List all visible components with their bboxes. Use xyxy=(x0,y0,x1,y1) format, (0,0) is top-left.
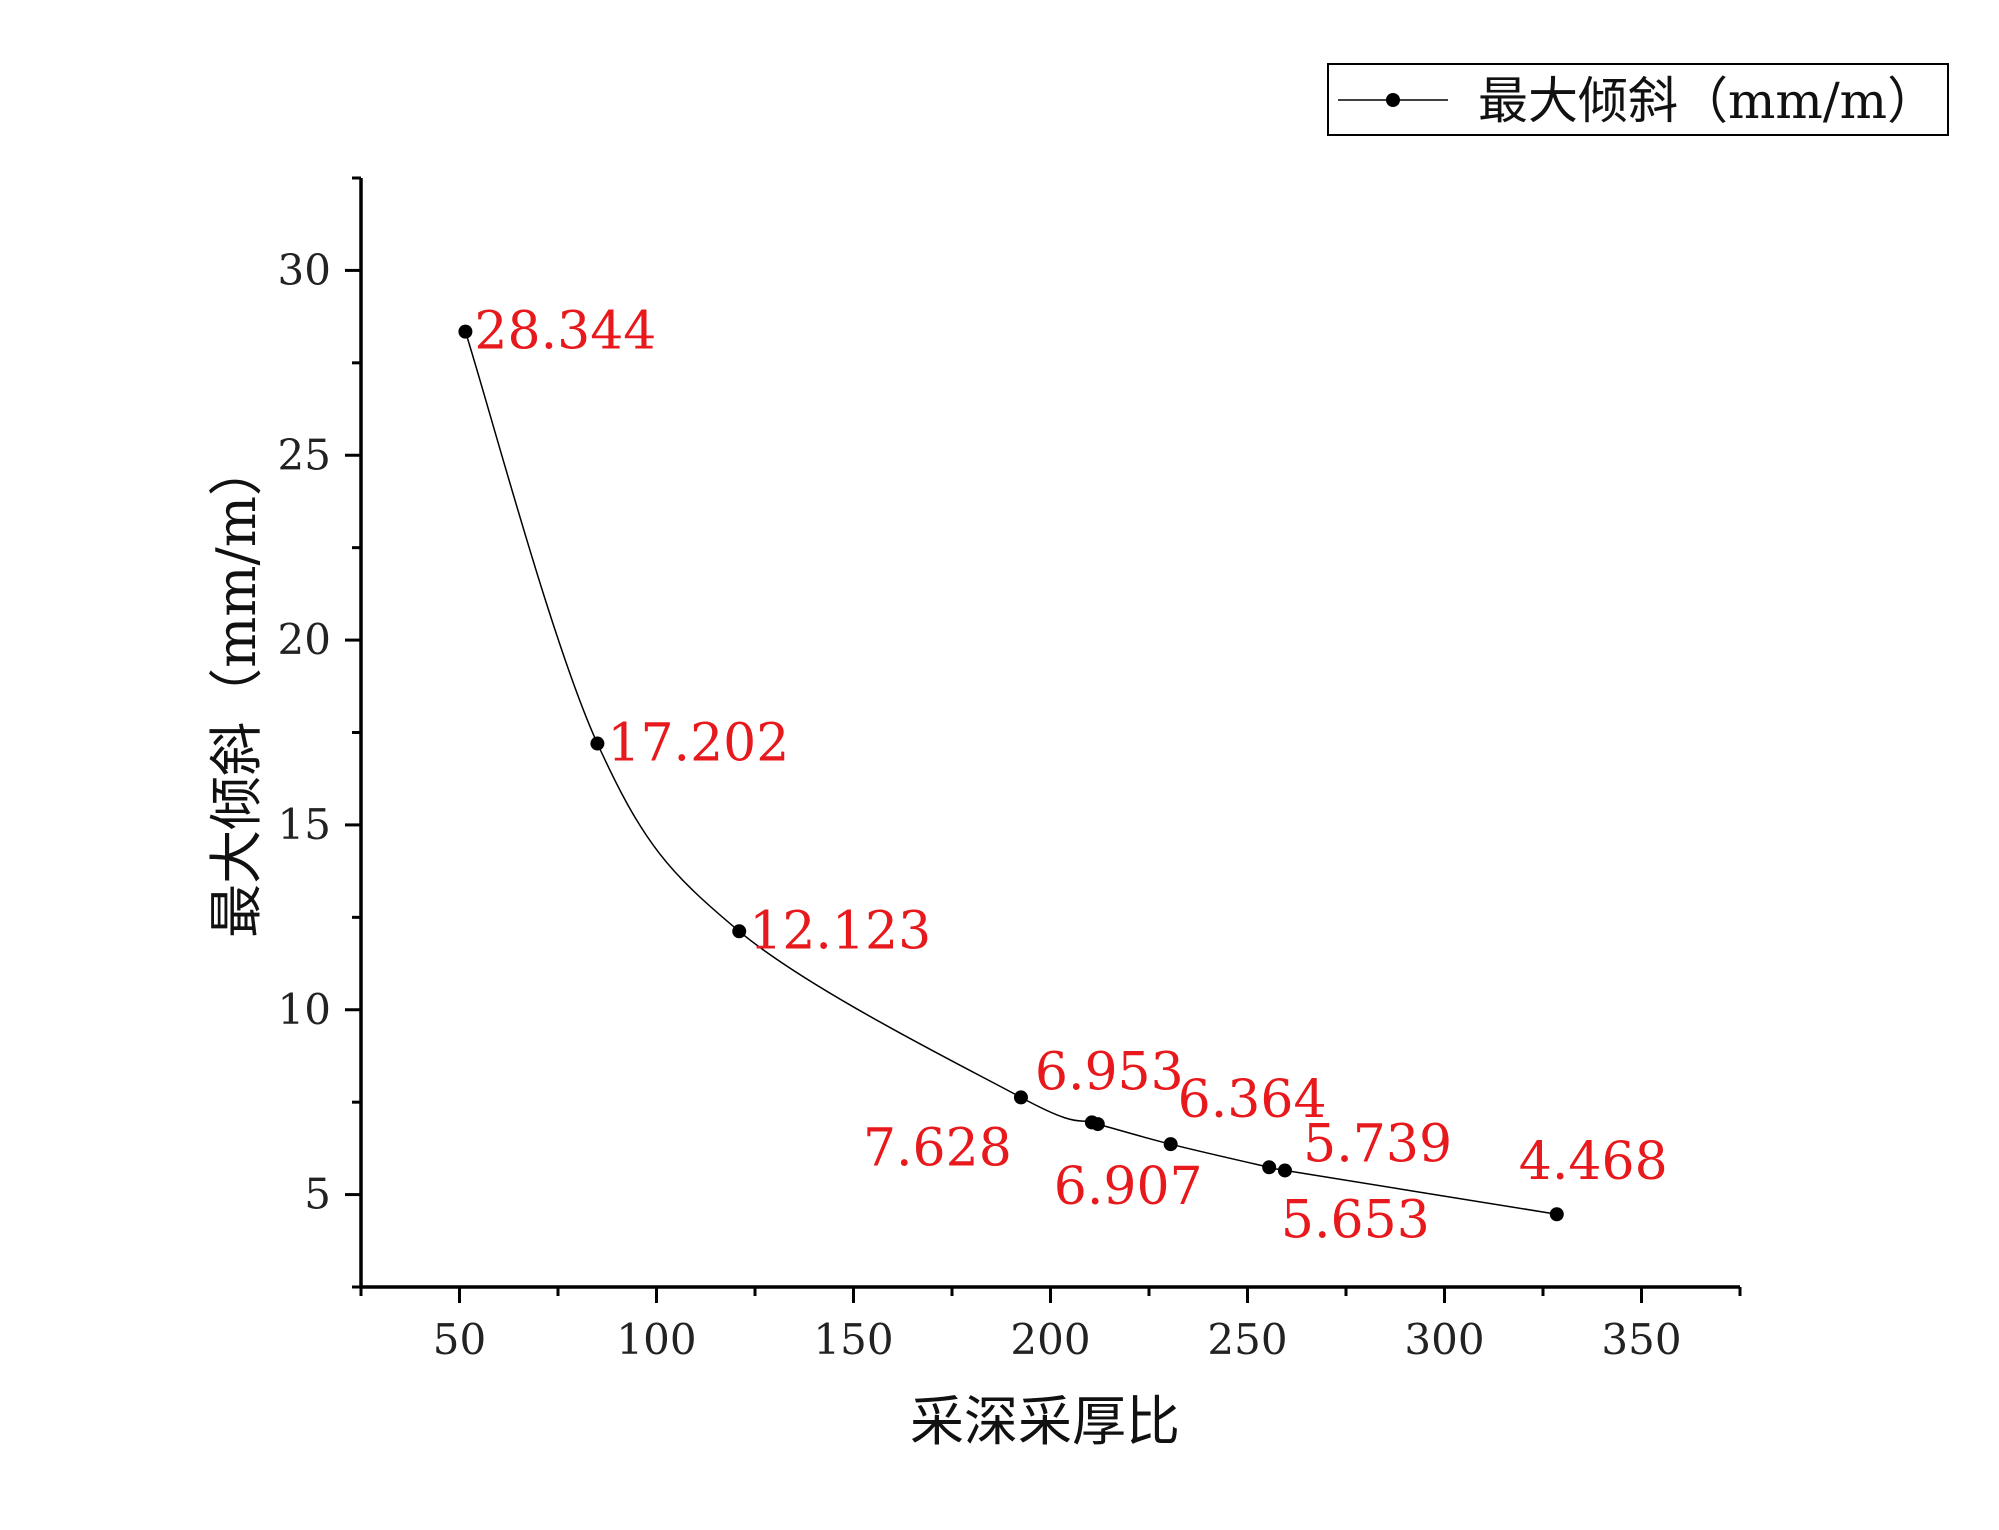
data-points xyxy=(458,324,1564,1222)
data-point xyxy=(590,736,605,751)
legend-label: 最大倾斜（mm/m） xyxy=(1478,72,1937,130)
data-label: 6.953 xyxy=(1035,1042,1184,1102)
data-point xyxy=(1013,1090,1028,1105)
data-point xyxy=(1163,1137,1178,1152)
data-label: 6.364 xyxy=(1178,1070,1327,1130)
data-label: 28.344 xyxy=(474,302,656,362)
data-point xyxy=(1549,1207,1564,1222)
legend: 最大倾斜（mm/m） xyxy=(1327,63,1949,136)
x-tick-label: 350 xyxy=(1601,1315,1681,1364)
axes: 50 100 150 200 250 300 350 5 10 15 20 25 30 xyxy=(278,176,1742,1364)
legend-marker xyxy=(1386,93,1400,107)
data-point xyxy=(1262,1160,1277,1175)
data-point xyxy=(1090,1117,1105,1132)
x-tick-label: 50 xyxy=(433,1315,486,1364)
x-tick-label: 250 xyxy=(1207,1315,1287,1364)
y-tick-label: 10 xyxy=(278,985,331,1034)
y-tick-label: 5 xyxy=(304,1170,331,1219)
x-axis-title: 采深采厚比 xyxy=(910,1390,1180,1453)
data-point xyxy=(458,324,473,339)
y-axis-title: 最大倾斜（mm/m） xyxy=(205,442,268,938)
data-label: 12.123 xyxy=(749,901,931,961)
y-tick-label: 30 xyxy=(278,245,331,294)
x-tick-label: 200 xyxy=(1010,1315,1090,1364)
data-label: 17.202 xyxy=(607,714,789,774)
data-label: 5.739 xyxy=(1303,1114,1452,1174)
y-tick-label: 15 xyxy=(278,800,331,849)
x-tick-label: 150 xyxy=(813,1315,893,1364)
data-label: 7.628 xyxy=(863,1118,1012,1178)
data-point xyxy=(1277,1163,1292,1178)
data-labels: 28.34417.20212.1237.6286.9536.9076.3645.… xyxy=(474,302,1667,1251)
data-label: 6.907 xyxy=(1054,1157,1203,1217)
x-tick-label: 100 xyxy=(616,1315,696,1364)
data-label: 4.468 xyxy=(1519,1132,1668,1192)
data-label: 5.653 xyxy=(1281,1190,1430,1250)
y-tick-label: 25 xyxy=(278,430,331,479)
y-tick-label: 20 xyxy=(278,615,331,664)
x-tick-label: 300 xyxy=(1404,1315,1484,1364)
data-point xyxy=(732,924,747,939)
